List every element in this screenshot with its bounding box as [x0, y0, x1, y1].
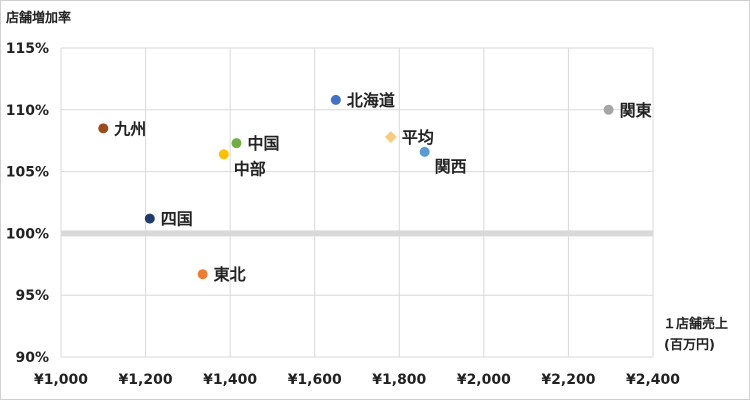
y-tick-label: 105% [6, 165, 49, 181]
x-tick-label: ¥1,000 [34, 372, 88, 388]
y-tick-label: 90% [15, 350, 49, 366]
data-point [144, 213, 155, 224]
data-point [330, 94, 341, 105]
y-tick-label: 115% [6, 41, 49, 57]
data-point [197, 269, 208, 280]
x-tick-label: ¥2,400 [626, 372, 680, 388]
point-label: 関西 [435, 157, 467, 176]
data-point [231, 138, 242, 149]
y-axis-title: 店舗増加率 [6, 10, 71, 26]
x-tick-label: ¥1,200 [119, 372, 173, 388]
point-label: 北海道 [347, 91, 395, 110]
x-tick-labels: ¥1,000 ¥1,200 ¥1,400 ¥1,600 ¥1,800 ¥2,000 ¥2,2… [34, 372, 680, 388]
y-tick-label: 100% [6, 226, 49, 242]
point-label: 関東 [620, 101, 652, 120]
x-tick-label: ¥2,000 [457, 372, 511, 388]
data-point [384, 130, 397, 143]
y-tick-labels: 90% 95% 100% 105% 110% 115% [6, 41, 49, 366]
data-point [419, 146, 430, 157]
point-label: 中国 [247, 134, 279, 153]
y-tick-label: 110% [6, 103, 49, 119]
x-tick-label: ¥1,600 [288, 372, 342, 388]
point-label: 四国 [161, 210, 193, 229]
x-tick-label: ¥1,800 [372, 372, 426, 388]
point-label: 中部 [234, 159, 266, 178]
point-label: 平均 [402, 128, 434, 147]
x-axis-title-line1: １店舗売上 [663, 316, 728, 332]
data-points [98, 94, 614, 280]
data-point [603, 104, 614, 115]
point-label: 東北 [214, 265, 246, 284]
x-tick-label: ¥2,200 [541, 372, 595, 388]
x-tick-label: ¥1,400 [203, 372, 257, 388]
y-tick-label: 95% [15, 288, 49, 304]
data-point [218, 149, 229, 160]
x-axis-title-line2: (百万円) [664, 338, 715, 353]
point-label: 九州 [113, 119, 146, 138]
data-point [98, 123, 109, 134]
